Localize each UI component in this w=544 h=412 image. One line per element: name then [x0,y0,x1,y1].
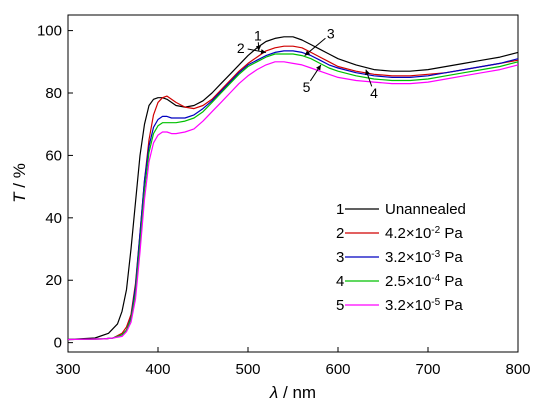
x-tick-label-700: 700 [415,361,440,378]
curve-label-5: 5 [303,79,311,95]
x-tick-label-400: 400 [145,361,170,378]
x-axis-unit: / nm [278,383,316,402]
curve-arrowhead-4 [365,69,370,76]
x-tick-label-600: 600 [325,361,350,378]
x-axis-title: λ / nm [269,383,316,402]
y-axis-symbol: T [10,191,29,203]
x-tick-label-300: 300 [55,361,80,378]
y-tick-label-40: 40 [45,210,62,227]
legend: 1 Unannealed 2 4.2×10-2 Pa 3 3.2×10-3 Pa 4 2.5×… [336,201,466,314]
series-line-1 [67,36,519,341]
y-tick-label-60: 60 [45,147,62,164]
x-axis-symbol: λ [269,383,278,402]
x-tick-label-500: 500 [235,361,260,378]
axis-ticks: 300 400 500 600 700 800 0 20 40 60 80 100 [37,23,531,378]
plot-frame [67,14,519,353]
curve-label-3: 3 [327,26,335,42]
x-tick-label-800: 800 [505,361,530,378]
legend-label-5: 3.2×10-5 Pa [385,297,463,315]
legend-number-1: 1 [336,201,344,218]
y-tick-label-100: 100 [37,23,62,40]
curve-label-1: 1 [254,27,262,43]
curve-arrowhead-1 [256,45,262,51]
curve-label-2: 2 [237,40,245,56]
series-line-3 [67,50,519,341]
legend-label-4: 2.5×10-4 Pa [385,273,463,291]
legend-label-3: 3.2×10-3 Pa [385,249,463,267]
y-axis-title: T / % [10,163,29,203]
series-line-4 [67,53,519,341]
annotation-layer: 12 3 4 5 [237,26,378,101]
series-layer [67,36,519,341]
legend-number-4: 4 [336,273,344,290]
curve-arrowhead-2 [260,49,266,54]
curve-arrowhead-3 [304,50,311,56]
y-tick-label-0: 0 [54,335,62,352]
y-tick-label-80: 80 [45,85,62,102]
curve-arrowhead-5 [316,64,321,71]
y-tick-label-20: 20 [45,272,62,289]
series-line-5 [67,61,519,341]
legend-number-3: 3 [336,249,344,266]
legend-label-1: Unannealed [385,201,466,218]
legend-label-2: 4.2×10-2 Pa [385,225,463,243]
legend-number-5: 5 [336,297,344,314]
curve-label-4: 4 [370,85,378,101]
y-axis-unit: / % [10,163,29,192]
legend-number-2: 2 [336,225,344,242]
